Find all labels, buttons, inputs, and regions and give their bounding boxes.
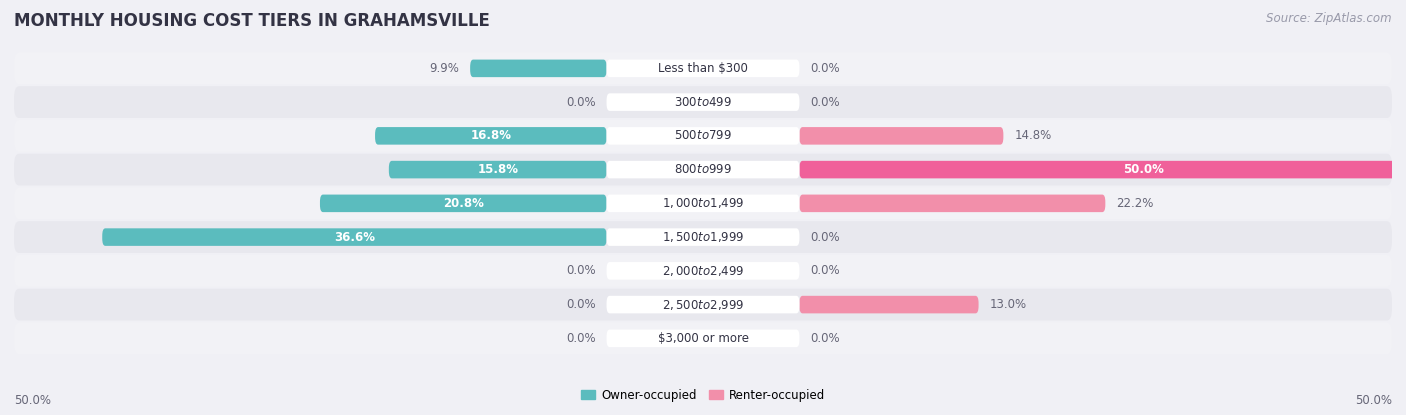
FancyBboxPatch shape	[606, 127, 800, 145]
Text: Less than $300: Less than $300	[658, 62, 748, 75]
FancyBboxPatch shape	[470, 60, 606, 77]
FancyBboxPatch shape	[800, 195, 1105, 212]
Text: Source: ZipAtlas.com: Source: ZipAtlas.com	[1267, 12, 1392, 25]
Text: 14.8%: 14.8%	[1014, 129, 1052, 142]
FancyBboxPatch shape	[14, 322, 1392, 354]
Text: $800 to $999: $800 to $999	[673, 163, 733, 176]
Text: 13.0%: 13.0%	[990, 298, 1026, 311]
FancyBboxPatch shape	[606, 161, 800, 178]
Text: 16.8%: 16.8%	[470, 129, 512, 142]
Text: $300 to $499: $300 to $499	[673, 95, 733, 109]
Text: 50.0%: 50.0%	[14, 394, 51, 407]
FancyBboxPatch shape	[14, 289, 1392, 320]
FancyBboxPatch shape	[14, 120, 1392, 152]
Text: 50.0%: 50.0%	[1355, 394, 1392, 407]
Text: 0.0%: 0.0%	[810, 95, 841, 109]
FancyBboxPatch shape	[606, 262, 800, 280]
Text: 0.0%: 0.0%	[810, 332, 841, 345]
FancyBboxPatch shape	[375, 127, 606, 145]
Text: 0.0%: 0.0%	[810, 264, 841, 277]
FancyBboxPatch shape	[321, 195, 606, 212]
FancyBboxPatch shape	[800, 296, 979, 313]
FancyBboxPatch shape	[14, 53, 1392, 84]
Text: 0.0%: 0.0%	[565, 298, 596, 311]
FancyBboxPatch shape	[14, 221, 1392, 253]
FancyBboxPatch shape	[14, 86, 1392, 118]
Text: $2,500 to $2,999: $2,500 to $2,999	[662, 298, 744, 312]
Text: 50.0%: 50.0%	[1123, 163, 1164, 176]
Text: 0.0%: 0.0%	[565, 332, 596, 345]
FancyBboxPatch shape	[14, 154, 1392, 186]
Text: 0.0%: 0.0%	[565, 264, 596, 277]
FancyBboxPatch shape	[606, 330, 800, 347]
Text: $1,000 to $1,499: $1,000 to $1,499	[662, 196, 744, 210]
Text: 20.8%: 20.8%	[443, 197, 484, 210]
FancyBboxPatch shape	[14, 188, 1392, 219]
FancyBboxPatch shape	[800, 161, 1406, 178]
Text: 9.9%: 9.9%	[429, 62, 460, 75]
FancyBboxPatch shape	[389, 161, 606, 178]
Text: 36.6%: 36.6%	[333, 231, 375, 244]
FancyBboxPatch shape	[606, 93, 800, 111]
Text: 0.0%: 0.0%	[810, 231, 841, 244]
Text: $3,000 or more: $3,000 or more	[658, 332, 748, 345]
FancyBboxPatch shape	[606, 228, 800, 246]
FancyBboxPatch shape	[606, 60, 800, 77]
Text: $2,000 to $2,499: $2,000 to $2,499	[662, 264, 744, 278]
Text: 15.8%: 15.8%	[477, 163, 519, 176]
Text: $500 to $799: $500 to $799	[673, 129, 733, 142]
Text: $1,500 to $1,999: $1,500 to $1,999	[662, 230, 744, 244]
Text: 0.0%: 0.0%	[810, 62, 841, 75]
FancyBboxPatch shape	[800, 127, 1004, 145]
FancyBboxPatch shape	[606, 195, 800, 212]
FancyBboxPatch shape	[103, 228, 606, 246]
Legend: Owner-occupied, Renter-occupied: Owner-occupied, Renter-occupied	[576, 384, 830, 406]
FancyBboxPatch shape	[606, 296, 800, 313]
Text: 22.2%: 22.2%	[1116, 197, 1154, 210]
Text: 0.0%: 0.0%	[565, 95, 596, 109]
Text: MONTHLY HOUSING COST TIERS IN GRAHAMSVILLE: MONTHLY HOUSING COST TIERS IN GRAHAMSVIL…	[14, 12, 489, 30]
FancyBboxPatch shape	[14, 255, 1392, 287]
